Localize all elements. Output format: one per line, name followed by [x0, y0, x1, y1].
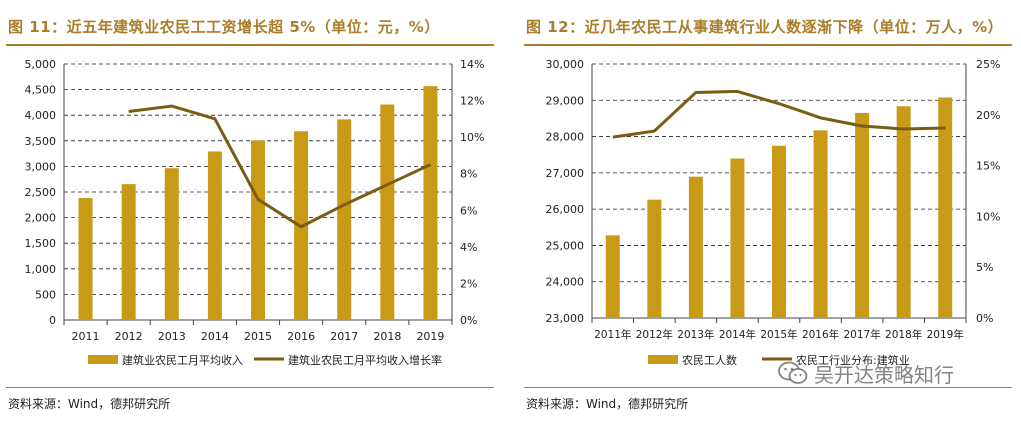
y-tick-label: 2,500 [25, 186, 57, 199]
bar [730, 158, 745, 318]
legend-bar-swatch [648, 355, 678, 364]
x-tick-label: 2013年 [677, 328, 714, 341]
x-tick-label: 2018年 [885, 328, 922, 341]
y2-tick-label: 5% [976, 261, 993, 274]
left-title-rule [6, 44, 494, 46]
bar [772, 145, 786, 318]
y-tick-label: 500 [35, 288, 56, 301]
right-title-rule [524, 44, 1012, 46]
y-tick-label: 0 [49, 314, 56, 327]
y2-tick-label: 15% [976, 160, 1000, 173]
y2-tick-label: 10% [976, 210, 1000, 223]
left-chart-title: 图 11：近五年建筑业农民工工资增长超 5%（单位：元，%） [8, 18, 440, 36]
left-chart-panel: 图 11：近五年建筑业农民工工资增长超 5%（单位：元，%） 0 500 1,000… [0, 0, 500, 422]
y-tick-label: 5,000 [25, 58, 57, 71]
watermark-text: 吴开达策略知行 [814, 362, 954, 387]
y2-tick-label: 0% [460, 314, 477, 327]
y-tick-label: 25,000 [546, 239, 585, 252]
right-chart: 23,000 24,000 25,000 26,000 27,000 28,000 29,0… [546, 58, 1001, 367]
x-tick-label: 2014年 [719, 328, 756, 341]
x-tick-label: 2016 [287, 330, 315, 343]
y-tick-label: 27,000 [546, 167, 585, 180]
bar [423, 86, 438, 320]
bar [855, 112, 870, 318]
y2-tick-label: 25% [976, 58, 1000, 71]
y2-tick-label: 8% [460, 168, 477, 181]
y-tick-label: 3,500 [25, 135, 57, 148]
x-tick-label: 2017年 [843, 328, 880, 341]
left-chart: 0 500 1,000 1,500 2,000 2,500 3,000 3,500 4,000 4… [25, 58, 485, 367]
y2-tick-label: 20% [976, 109, 1000, 122]
right-chart-title: 图 12：近几年农民工从事建筑行业人数逐渐下降（单位：万人，%） [526, 18, 1004, 36]
x-tick-label: 2018 [373, 330, 401, 343]
series-line [128, 104, 432, 229]
y-tick-label: 3,000 [25, 160, 57, 173]
y-tick-label: 23,000 [546, 312, 585, 325]
y-tick-label: 4,500 [25, 84, 57, 97]
legend-label: 农民工人数 [682, 353, 737, 367]
legend-bar-swatch [88, 355, 118, 364]
bar [164, 168, 179, 320]
x-tick-label: 2015 [244, 330, 272, 343]
y-tick-label: 24,000 [546, 276, 585, 289]
right-source-note: 资料来源：Wind，德邦研究所 [526, 397, 689, 411]
bar [813, 130, 828, 318]
bar [121, 184, 136, 320]
x-tick-label: 2014 [201, 330, 229, 343]
legend-label: 建筑业农民工月平均收入 [122, 353, 243, 367]
y2-tick-label: 0% [976, 312, 993, 325]
bar [896, 106, 911, 318]
bar [688, 176, 703, 318]
x-tick-label: 2012 [115, 330, 143, 343]
y2-tick-label: 6% [460, 204, 477, 217]
legend-label: 农民工行业分布:建筑业 [796, 353, 910, 367]
y-tick-label: 28,000 [546, 131, 585, 144]
y2-tick-label: 12% [460, 95, 484, 108]
x-tick-label: 2012年 [636, 328, 673, 341]
x-tick-label: 2013 [158, 330, 186, 343]
wechat-icon [778, 361, 808, 384]
right-bottom-rule [524, 387, 1012, 388]
y-tick-label: 26,000 [546, 203, 585, 216]
y-tick-label: 29,000 [546, 94, 585, 107]
x-tick-label: 2015年 [760, 328, 797, 341]
y-tick-label: 2,000 [25, 212, 57, 225]
bar [78, 198, 93, 320]
x-tick-label: 2019 [416, 330, 444, 343]
bar [251, 140, 265, 320]
left-source-note: 资料来源：Wind，德邦研究所 [8, 397, 171, 411]
y-tick-label: 1,500 [25, 237, 57, 250]
right-chart-panel: 图 12：近几年农民工从事建筑行业人数逐渐下降（单位：万人，%） 23,000 2… [518, 0, 1018, 422]
legend-label: 建筑业农民工月平均收入增长率 [288, 353, 442, 367]
y2-tick-label: 10% [460, 131, 484, 144]
x-tick-label: 2016年 [802, 328, 839, 341]
left-bottom-rule [6, 387, 494, 388]
bar [207, 151, 222, 320]
x-tick-label: 2011 [72, 330, 100, 343]
bar [938, 97, 953, 318]
y-tick-label: 30,000 [546, 58, 585, 71]
wechat-watermark: 吴开达策略知行 [778, 355, 954, 391]
bar [380, 104, 395, 320]
bar [647, 199, 662, 318]
y2-tick-label: 4% [460, 241, 477, 254]
x-tick-label: 2011年 [594, 328, 631, 341]
bar [605, 235, 620, 318]
x-tick-label: 2019年 [927, 328, 964, 341]
x-tick-label: 2017 [330, 330, 358, 343]
y-tick-label: 4,000 [25, 109, 57, 122]
y-tick-label: 1,000 [25, 263, 57, 276]
y2-tick-label: 14% [460, 58, 484, 71]
y2-tick-label: 2% [460, 277, 477, 290]
series-line [612, 89, 946, 139]
bar [337, 119, 352, 320]
